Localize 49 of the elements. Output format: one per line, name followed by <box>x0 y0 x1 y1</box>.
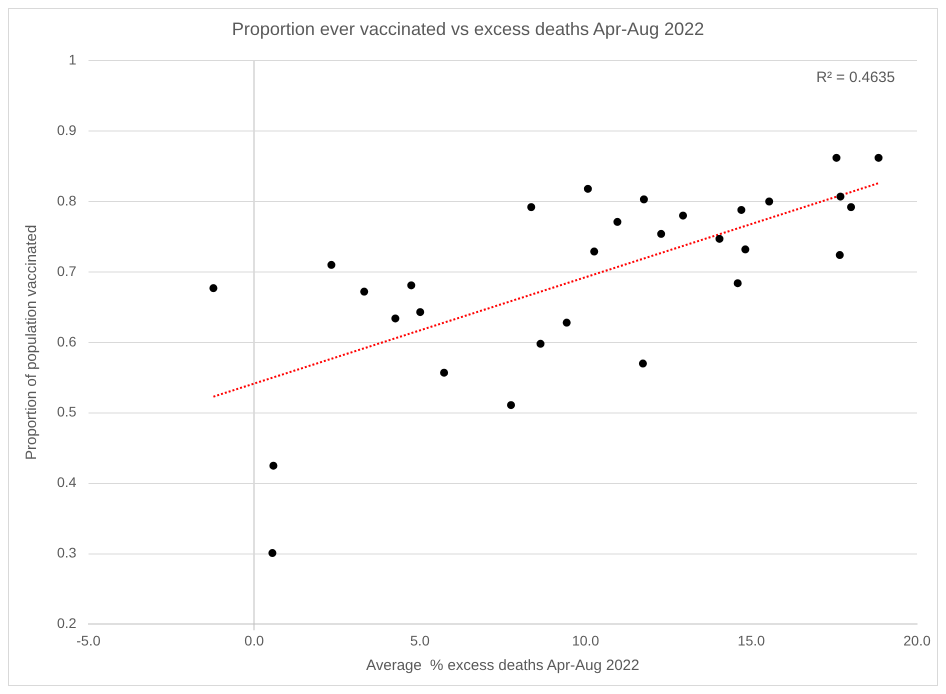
chart-title: Proportion ever vaccinated vs excess deaths Apr-Aug 2022 <box>232 18 704 39</box>
x-tick-label: -5.0 <box>76 632 101 648</box>
point <box>657 230 666 238</box>
point <box>638 360 647 368</box>
y-tick-label: 0.6 <box>56 333 77 350</box>
point <box>715 234 724 243</box>
point <box>440 368 448 377</box>
point <box>327 260 336 269</box>
point <box>360 288 368 296</box>
y-tick-label: 0.3 <box>56 544 77 561</box>
y-axis-title: Proportion of population vaccinated <box>23 224 40 460</box>
point <box>562 318 571 327</box>
point <box>584 184 592 193</box>
x-tick-label: 0.0 <box>244 632 264 648</box>
point <box>590 248 598 256</box>
point <box>416 308 424 316</box>
point <box>391 314 400 322</box>
y-tick-label: 0.4 <box>56 474 77 490</box>
x-tick-label: 10.0 <box>572 632 600 648</box>
point <box>269 462 278 470</box>
point <box>734 279 742 288</box>
point <box>407 281 416 290</box>
y-tick-label: 0.2 <box>56 615 77 632</box>
x-axis-title: Average % excess deaths Apr-Aug 2022 <box>366 657 640 674</box>
y-tick-label: 0.7 <box>56 262 77 279</box>
y-tick-label: 0.8 <box>56 192 77 208</box>
y-tick-label: 0.5 <box>56 404 77 420</box>
y-tick-label: 1 <box>68 51 77 68</box>
x-tick-label: 5.0 <box>410 632 430 648</box>
annotation: R² = 0.4635 <box>816 69 895 86</box>
point <box>832 154 840 162</box>
point <box>737 206 746 214</box>
point <box>836 192 844 201</box>
point <box>507 401 516 410</box>
point <box>836 251 844 260</box>
y-tick-label: 0.9 <box>56 122 77 138</box>
point <box>874 154 883 162</box>
point <box>765 198 774 206</box>
point <box>741 245 750 254</box>
point <box>268 549 276 558</box>
point <box>640 195 648 204</box>
point <box>527 203 536 212</box>
point <box>613 218 622 226</box>
x-tick-label: 20.0 <box>903 632 931 648</box>
point <box>847 203 856 212</box>
point <box>536 340 545 348</box>
point <box>679 212 688 220</box>
x-tick-label: 15.0 <box>738 632 766 648</box>
point <box>209 284 218 292</box>
